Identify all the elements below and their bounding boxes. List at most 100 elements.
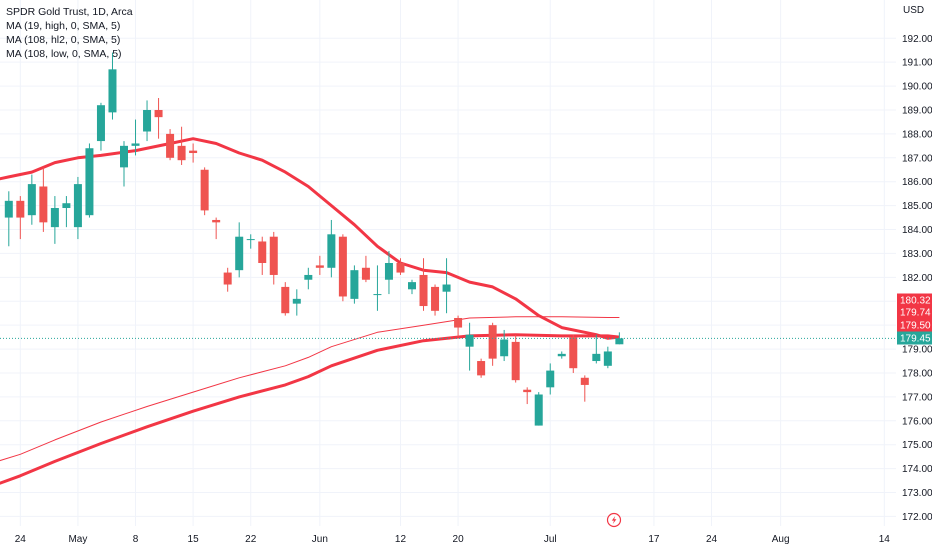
candle-body: [143, 109, 152, 132]
price-axis[interactable]: 172.00 173.00 174.00 175.00 176.00 177.00 178.…: [902, 34, 932, 523]
y-tick-label: 172.00: [902, 512, 932, 523]
candle: [315, 255, 324, 275]
candle-body: [442, 284, 451, 292]
candle: [62, 196, 71, 228]
y-tick-label: 182.00: [902, 273, 932, 284]
candle: [50, 196, 59, 244]
candle-body: [384, 263, 393, 280]
legend-ma-108-low[interactable]: MA (108, low, 0, SMA, 5): [6, 48, 122, 60]
legend-ma-19-high[interactable]: MA (19, high, 0, SMA, 5): [6, 20, 121, 32]
ma-line: [0, 333, 620, 485]
candle: [373, 265, 382, 311]
candle: [580, 375, 589, 402]
time-axis[interactable]: 24 May 8 15 22 Jun 12 20 Jul 17 24 Aug 14: [15, 534, 891, 545]
candle: [16, 196, 25, 240]
candle: [223, 267, 232, 292]
candle-body: [338, 236, 347, 297]
candle-body: [73, 184, 82, 228]
candle: [511, 334, 520, 383]
candle-body: [315, 265, 324, 268]
candle-body: [615, 338, 624, 345]
y-tick-label: 187.00: [902, 153, 932, 164]
candle: [454, 315, 463, 338]
price-tag-label: 180.32: [900, 296, 931, 307]
y-tick-label: 184.00: [902, 225, 932, 236]
y-tick-label: 185.00: [902, 201, 932, 212]
x-tick-label: 12: [395, 534, 407, 545]
y-tick-label: 190.00: [902, 82, 932, 93]
candle-body: [396, 263, 405, 273]
candle-body: [327, 234, 336, 268]
ma-line: [0, 316, 620, 462]
candle-body: [189, 150, 198, 154]
candle: [73, 176, 82, 240]
candle-body: [304, 274, 313, 280]
price-tag-bg: [897, 293, 932, 307]
candle: [603, 346, 612, 369]
y-tick-label: 176.00: [902, 416, 932, 427]
chart-legend: SPDR Gold Trust, 1D, Arca MA (19, high, …: [6, 5, 133, 61]
candle: [327, 219, 336, 278]
candle: [108, 52, 117, 120]
candle: [120, 141, 128, 187]
candle-body: [39, 186, 48, 223]
candle: [408, 279, 416, 295]
candle-body: [96, 105, 105, 142]
candle-body: [281, 286, 290, 314]
candle-body: [212, 219, 221, 223]
candle-body: [408, 282, 416, 290]
legend-symbol-title[interactable]: SPDR Gold Trust, 1D, Arca: [6, 6, 133, 18]
candle: [396, 258, 405, 275]
candle-body: [523, 389, 532, 393]
candle-body: [258, 241, 267, 263]
x-tick-label: May: [68, 534, 87, 545]
flash-icon[interactable]: [606, 512, 622, 528]
candle: [154, 98, 163, 139]
candle: [143, 100, 152, 142]
candle: [200, 167, 209, 216]
y-tick-label: 191.00: [902, 58, 932, 69]
candle: [281, 282, 290, 316]
candle: [557, 351, 566, 359]
candle-body: [465, 334, 474, 347]
price-tag-bg: [897, 331, 932, 345]
candle-body: [50, 208, 59, 228]
candle: [500, 329, 509, 362]
candle-body: [269, 236, 278, 275]
candle: [246, 234, 255, 249]
candle-body: [592, 353, 601, 362]
x-tick-label: 22: [245, 534, 257, 545]
legend-ma-108-hl2[interactable]: MA (108, hl2, 0, SMA, 5): [6, 34, 121, 46]
candle: [4, 191, 13, 247]
candle-body: [361, 267, 370, 280]
y-tick-label: 179.00: [902, 345, 932, 356]
y-tick-label: 188.00: [902, 129, 932, 140]
candle: [39, 167, 48, 232]
candle-body: [235, 236, 244, 271]
candle: [212, 217, 221, 240]
candle: [488, 322, 497, 366]
x-tick-label: 8: [133, 534, 139, 545]
price-tag-label: 179.50: [900, 321, 931, 332]
price-tag-bg: [897, 318, 932, 332]
candle-body: [166, 133, 175, 158]
candle: [27, 174, 36, 225]
candle-body: [511, 341, 520, 381]
candle: [166, 129, 175, 161]
x-tick-label: Jun: [312, 534, 328, 545]
candle-body: [557, 353, 566, 357]
price-tag: 179.50: [897, 318, 932, 332]
candle-body: [85, 148, 94, 216]
candle-body: [177, 145, 186, 161]
candle-body: [4, 200, 13, 218]
candle-body: [373, 294, 382, 296]
candle-body: [534, 394, 543, 426]
grid-lines: [0, 0, 896, 526]
candle-body: [223, 272, 232, 285]
candle-body: [120, 145, 128, 168]
candle: [292, 289, 301, 316]
candle-body: [62, 203, 71, 209]
candle: [235, 222, 244, 278]
